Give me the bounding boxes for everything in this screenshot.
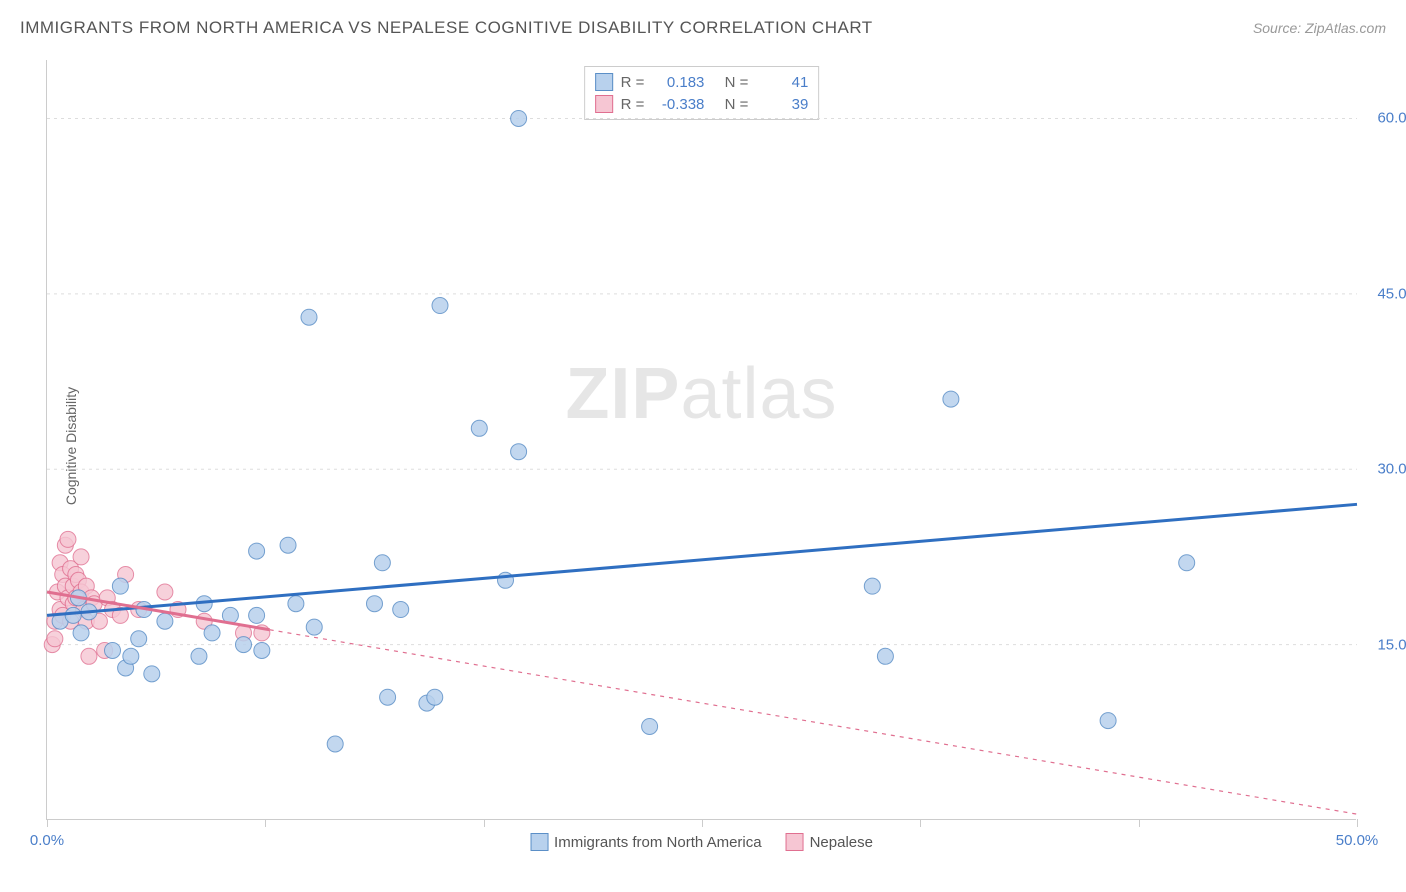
plot-area: ZIPatlas R = 0.183 N = 41 R = -0.338 N =… xyxy=(46,60,1356,820)
data-point xyxy=(81,648,97,664)
data-point xyxy=(249,543,265,559)
data-point xyxy=(374,555,390,571)
legend-label: Immigrants from North America xyxy=(554,834,762,851)
data-point xyxy=(432,298,448,314)
trend-line xyxy=(47,504,1357,615)
x-tick xyxy=(1357,819,1358,827)
title-bar: IMMIGRANTS FROM NORTH AMERICA VS NEPALES… xyxy=(20,18,1386,38)
data-point xyxy=(280,537,296,553)
data-point xyxy=(236,637,252,653)
data-point xyxy=(131,631,147,647)
x-tick xyxy=(484,819,485,827)
swatch-icon xyxy=(786,833,804,851)
data-point xyxy=(157,613,173,629)
data-point xyxy=(393,602,409,618)
y-tick-label: 60.0% xyxy=(1360,110,1406,127)
x-tick-label: 50.0% xyxy=(1336,832,1379,849)
data-point xyxy=(943,391,959,407)
data-point xyxy=(1100,713,1116,729)
data-point xyxy=(112,578,128,594)
data-point xyxy=(427,689,443,705)
data-point xyxy=(249,607,265,623)
legend-label: Nepalese xyxy=(810,834,873,851)
data-point xyxy=(511,444,527,460)
data-point xyxy=(380,689,396,705)
data-point xyxy=(327,736,343,752)
data-point xyxy=(65,607,81,623)
y-tick-label: 30.0% xyxy=(1360,461,1406,478)
series-legend: Immigrants from North America Nepalese xyxy=(530,833,873,851)
data-point xyxy=(73,625,89,641)
data-point xyxy=(157,584,173,600)
source-attribution: Source: ZipAtlas.com xyxy=(1253,20,1386,36)
trend-line-dashed xyxy=(270,630,1357,814)
data-point xyxy=(191,648,207,664)
legend-item-series2: Nepalese xyxy=(786,833,873,851)
chart-title: IMMIGRANTS FROM NORTH AMERICA VS NEPALES… xyxy=(20,18,873,38)
x-tick xyxy=(47,819,48,827)
x-tick xyxy=(265,819,266,827)
data-point xyxy=(471,420,487,436)
data-point xyxy=(288,596,304,612)
data-point xyxy=(511,110,527,126)
legend-item-series1: Immigrants from North America xyxy=(530,833,762,851)
swatch-icon xyxy=(530,833,548,851)
data-point xyxy=(1179,555,1195,571)
data-point xyxy=(105,642,121,658)
data-point xyxy=(864,578,880,594)
data-point xyxy=(204,625,220,641)
data-point xyxy=(73,549,89,565)
y-tick-label: 15.0% xyxy=(1360,636,1406,653)
data-point xyxy=(144,666,160,682)
data-point xyxy=(123,648,139,664)
data-point xyxy=(642,718,658,734)
x-tick-label: 0.0% xyxy=(30,832,64,849)
data-point xyxy=(301,309,317,325)
data-point xyxy=(47,631,63,647)
data-layer xyxy=(47,60,1356,819)
data-point xyxy=(877,648,893,664)
data-point xyxy=(306,619,322,635)
data-point xyxy=(60,531,76,547)
data-point xyxy=(367,596,383,612)
x-tick xyxy=(702,819,703,827)
y-tick-label: 45.0% xyxy=(1360,285,1406,302)
x-tick xyxy=(1139,819,1140,827)
data-point xyxy=(254,642,270,658)
x-tick xyxy=(920,819,921,827)
